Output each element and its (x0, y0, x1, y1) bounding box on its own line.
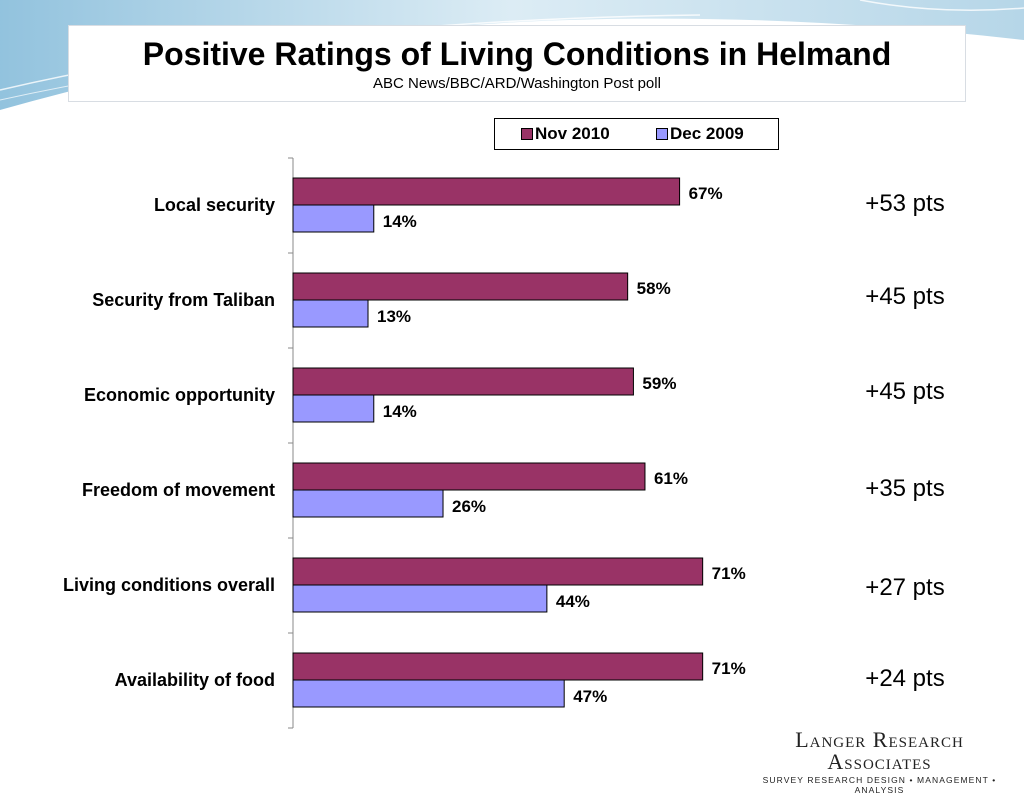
data-label-dec-2009-economic-opportunity: 14% (383, 402, 417, 421)
change-annotation-availability-of-food: +24 pts (865, 665, 944, 692)
change-annotation-security-from-taliban: +45 pts (865, 283, 944, 310)
change-annotation-local-security: +53 pts (865, 190, 944, 217)
legend-label-dec-2009: Dec 2009 (670, 124, 744, 143)
bar-dec-2009-economic-opportunity (292, 394, 375, 423)
bar-nov-2010-economic-opportunity (292, 367, 634, 396)
bar-nov-2010-security-from-taliban (292, 272, 629, 301)
legend-entry-nov-2010: Nov 2010 (521, 124, 610, 144)
bar-dec-2009-security-from-taliban (292, 299, 369, 328)
change-annotation-living-conditions-overall: +27 pts (865, 574, 944, 601)
bar-nov-2010-living-conditions-overall (292, 557, 704, 586)
data-label-nov-2010-freedom-of-movement: 61% (654, 469, 688, 488)
data-label-dec-2009-local-security: 14% (383, 212, 417, 231)
data-label-nov-2010-security-from-taliban: 58% (637, 279, 671, 298)
data-label-dec-2009-security-from-taliban: 13% (377, 307, 411, 326)
legend-swatch-nov-2010 (521, 128, 533, 140)
chart-legend: Nov 2010 Dec 2009 (494, 118, 779, 150)
bar-chart: Local security 67% 14% +53 pts Security from… (63, 157, 945, 729)
data-label-dec-2009-freedom-of-movement: 26% (452, 497, 486, 516)
bar-dec-2009-living-conditions-overall (292, 584, 548, 613)
category-label-freedom-of-movement: Freedom of movement (82, 480, 275, 500)
title-box: Positive Ratings of Living Conditions in… (68, 25, 966, 102)
data-label-nov-2010-living-conditions-overall: 71% (712, 564, 746, 583)
bar-dec-2009-availability-of-food (292, 679, 565, 708)
legend-label-nov-2010: Nov 2010 (535, 124, 610, 143)
data-label-nov-2010-economic-opportunity: 59% (642, 374, 676, 393)
change-annotation-economic-opportunity: +45 pts (865, 378, 944, 405)
company-logo: Langer Research Associates SURVEY RESEAR… (742, 729, 1017, 795)
data-label-nov-2010-local-security: 67% (689, 184, 723, 203)
bar-nov-2010-local-security (292, 177, 681, 206)
page-subtitle: ABC News/BBC/ARD/Washington Post poll (373, 75, 661, 92)
legend-swatch-dec-2009 (656, 128, 668, 140)
data-label-dec-2009-living-conditions-overall: 44% (556, 592, 590, 611)
change-annotation-freedom-of-movement: +35 pts (865, 475, 944, 502)
bar-dec-2009-local-security (292, 204, 375, 233)
category-label-living-conditions-overall: Living conditions overall (63, 575, 275, 595)
page-title: Positive Ratings of Living Conditions in… (142, 36, 892, 72)
category-label-local-security: Local security (154, 195, 275, 215)
company-tagline: SURVEY RESEARCH DESIGN • MANAGEMENT • AN… (762, 775, 997, 795)
bar-dec-2009-freedom-of-movement (292, 489, 444, 518)
category-label-availability-of-food: Availability of food (115, 670, 275, 690)
company-name: Langer Research Associates (795, 727, 964, 774)
legend-entry-dec-2009: Dec 2009 (656, 124, 744, 144)
category-label-security-from-taliban: Security from Taliban (92, 290, 275, 310)
bar-nov-2010-freedom-of-movement (292, 462, 646, 491)
category-label-economic-opportunity: Economic opportunity (84, 385, 275, 405)
bar-nov-2010-availability-of-food (292, 652, 704, 681)
data-label-nov-2010-availability-of-food: 71% (712, 659, 746, 678)
data-label-dec-2009-availability-of-food: 47% (573, 687, 607, 706)
